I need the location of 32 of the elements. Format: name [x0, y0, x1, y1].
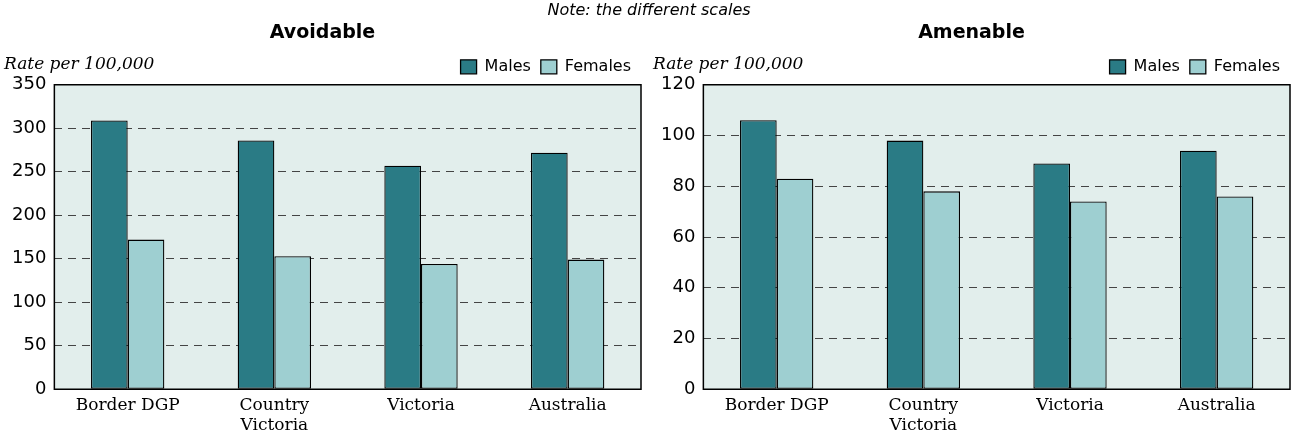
y-tick-label: 100	[12, 289, 47, 311]
y-tick-label: 20	[672, 326, 696, 348]
x-tick-label: Victoria	[386, 393, 455, 414]
x-tick-label: Victoria	[1035, 393, 1104, 414]
y-tick-label: 200	[12, 202, 47, 224]
y-tick-label: 80	[672, 173, 696, 195]
y-tick-label: 0	[34, 376, 47, 398]
y-tick-label: 100	[661, 123, 696, 145]
y-tick-label: 0	[683, 376, 696, 398]
y-tick-label: 350	[12, 72, 47, 94]
y-axis-title: Rate per 100,000	[3, 52, 155, 73]
text: Note: the different scales	[546, 0, 752, 20]
y-tick-label: 40	[672, 275, 696, 297]
legend-label: Males	[1133, 55, 1180, 75]
y-tick-label: 50	[23, 333, 47, 355]
x-tick-label: Country Victoria	[239, 393, 310, 435]
x-tick-label: Country Victoria	[888, 393, 959, 435]
chart-title: Amenable	[918, 20, 1025, 43]
x-tick-label: Australia	[527, 393, 607, 414]
x-tick-label: Australia	[1176, 393, 1256, 414]
chart-title: Avoidable	[269, 20, 376, 43]
legend-label: Females	[1213, 55, 1280, 75]
y-axis-title: Rate per 100,000	[652, 52, 804, 73]
legend-label: Females	[564, 55, 631, 75]
x-tick-label: Border DGP	[75, 393, 180, 414]
y-tick-label: 60	[672, 224, 696, 246]
y-tick-label: 300	[12, 115, 47, 137]
legend-label: Males	[484, 55, 531, 75]
y-tick-label: 250	[12, 159, 47, 181]
y-tick-label: 150	[12, 246, 47, 268]
x-tick-label: Border DGP	[724, 393, 829, 414]
y-tick-label: 120	[661, 72, 696, 94]
